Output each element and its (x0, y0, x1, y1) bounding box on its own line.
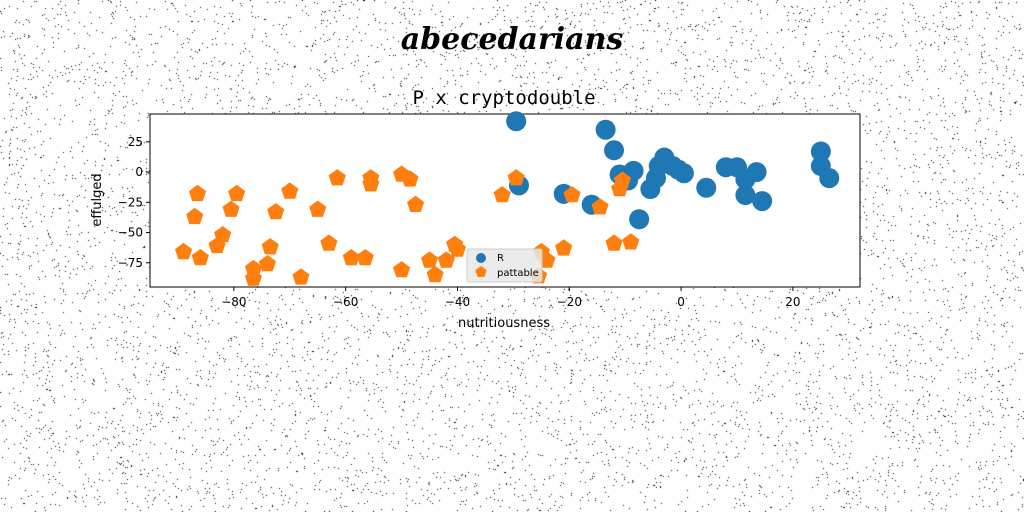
point-pattable (591, 198, 609, 215)
point-R (735, 185, 756, 206)
point-R (673, 163, 694, 184)
point-R (752, 191, 773, 212)
point-pattable (622, 233, 640, 250)
point-pattable (426, 265, 444, 283)
point-R (819, 168, 840, 189)
y-tick-label: −50 (118, 226, 143, 240)
point-pattable (309, 200, 327, 217)
x-tick-label: −60 (333, 295, 358, 309)
point-pattable (401, 170, 419, 187)
point-R (595, 119, 616, 140)
point-pattable (605, 234, 623, 251)
x-axis-label: nutritiousness (458, 316, 550, 331)
point-pattable (421, 251, 439, 268)
point-pattable (244, 269, 262, 286)
point-pattable (261, 238, 279, 255)
point-pattable (407, 195, 425, 212)
legend-marker-R (476, 253, 486, 263)
point-R (810, 141, 831, 162)
y-tick-label: −75 (118, 256, 143, 270)
x-tick-label: 0 (677, 295, 685, 309)
point-pattable (563, 186, 581, 203)
point-R (506, 111, 527, 132)
point-pattable (222, 200, 240, 217)
point-pattable (292, 268, 310, 285)
y-tick-label: 25 (128, 135, 143, 149)
legend-label-R: R (497, 253, 504, 264)
point-pattable (356, 249, 374, 266)
point-pattable (493, 186, 511, 203)
figure-suptitle: abecedarians (400, 22, 624, 57)
point-pattable (448, 240, 466, 257)
legend-label-pattable: pattable (497, 268, 539, 279)
point-pattable (507, 169, 525, 186)
point-pattable (555, 239, 573, 256)
point-pattable (189, 184, 207, 202)
x-axis: −80 −60 −40 −20 0 20 (221, 287, 801, 309)
point-pattable (244, 259, 262, 277)
point-pattable (611, 180, 629, 197)
point-R (629, 209, 650, 230)
point-pattable (267, 203, 285, 220)
point-R (604, 140, 625, 161)
point-pattable (320, 234, 338, 251)
x-tick-label: 20 (785, 295, 800, 309)
x-tick-label: −80 (221, 295, 246, 309)
point-pattable (538, 251, 556, 268)
point-pattable (362, 175, 380, 192)
point-pattable (228, 184, 246, 202)
point-pattable (258, 255, 276, 272)
y-axis-label: effulged (90, 173, 105, 226)
point-R (746, 162, 767, 183)
point-pattable (175, 242, 193, 260)
point-pattable (191, 249, 209, 266)
point-pattable (281, 182, 299, 199)
legend-marker-pattable (475, 266, 487, 277)
x-tick-label: −40 (445, 295, 470, 309)
point-pattable (186, 207, 204, 225)
x-tick-label: −20 (557, 295, 582, 309)
chart-title: P x cryptodouble (412, 87, 595, 109)
y-axis: 25 0 −25 −50 −75 (118, 135, 150, 270)
point-pattable (437, 251, 455, 268)
y-tick-label: 0 (135, 165, 143, 179)
point-pattable (393, 261, 411, 278)
point-pattable (328, 169, 346, 186)
y-tick-label: −25 (118, 195, 143, 209)
point-pattable (214, 226, 232, 243)
point-R (696, 177, 717, 198)
legend: R pattable (466, 248, 543, 283)
point-pattable (342, 249, 360, 266)
